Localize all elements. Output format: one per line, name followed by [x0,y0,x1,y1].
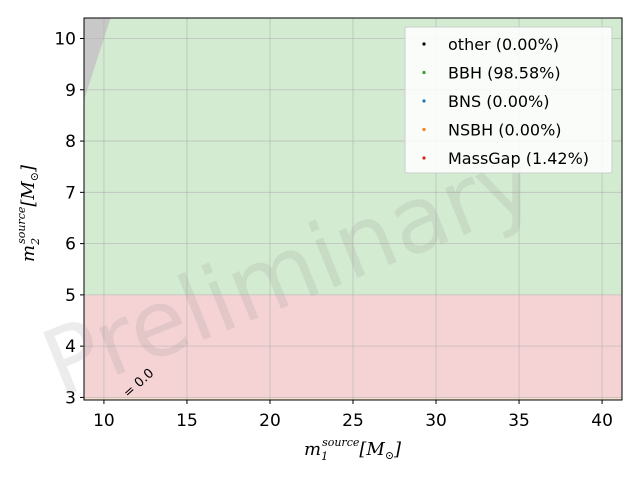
x-axis-label: m1source[M⊙] [304,436,402,463]
x-tick-label: 35 [508,411,530,431]
x-tick-label: 15 [176,411,198,431]
y-tick-label: 10 [54,30,76,50]
y-tick-label: 6 [65,235,76,255]
y-tick-label: 7 [65,183,76,203]
legend-marker [422,70,426,75]
ticks: 10 15 20 25 30 35 40 3 4 5 6 7 8 9 10 [54,30,613,431]
legend-marker [422,127,426,132]
legend-marker [422,42,426,46]
legend-entry: NSBH (0.00%) [448,121,562,140]
x-tick-label: 30 [425,411,447,431]
y-axis-label: m2source[M⊙] [15,164,42,262]
legend-entry: BBH (98.58%) [448,64,561,83]
legend-entry: BNS (0.00%) [448,92,550,111]
x-tick-label: 25 [342,411,364,431]
legend-box [404,26,613,174]
y-tick-label: 3 [65,388,76,408]
legend-marker [422,99,426,103]
x-tick-label: 20 [259,411,281,431]
legend-marker [422,156,426,160]
legend-entry: other (0.00%) [448,35,559,54]
y-tick-label: 4 [65,337,76,357]
x-tick-label: 10 [93,411,115,431]
y-tick-label: 5 [65,286,76,306]
x-tick-label: 40 [591,411,613,431]
legend: other (0.00%) BBH (98.58%) BNS (0.00%) NSBH… [404,26,613,174]
y-tick-label: 9 [65,81,76,101]
y-tick-label: 8 [65,132,76,152]
legend-entry: MassGap (1.42%) [448,149,589,168]
